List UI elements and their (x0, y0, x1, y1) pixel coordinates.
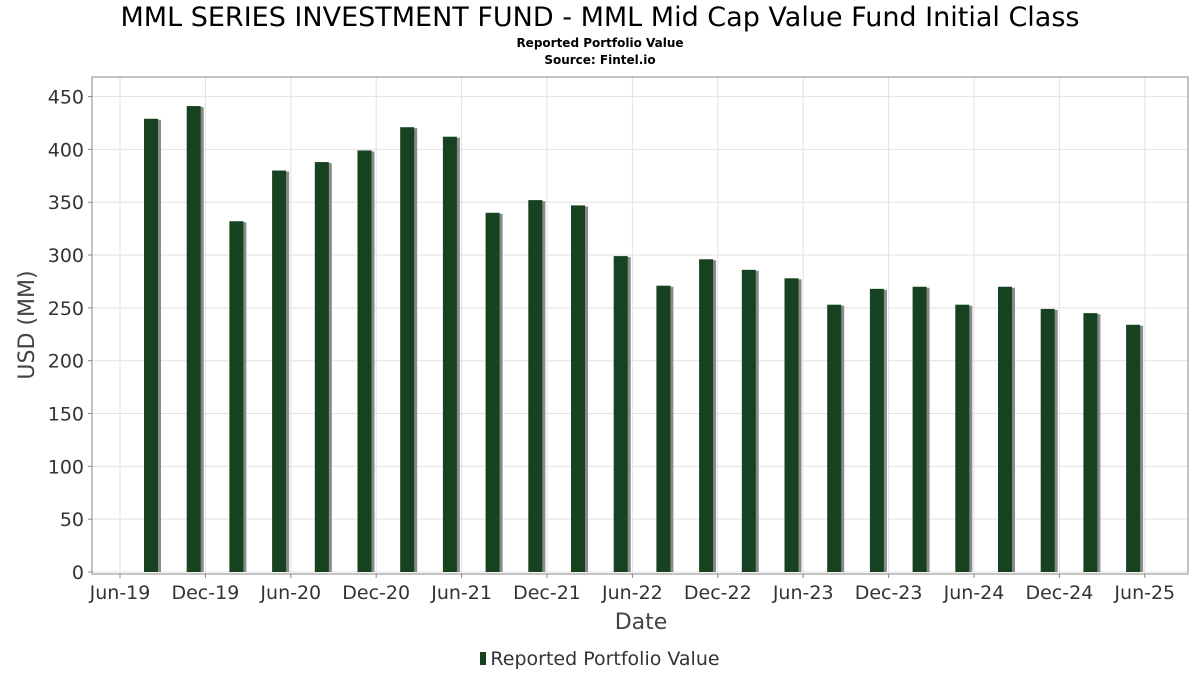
bar (144, 118, 158, 573)
y-tick-label: 50 (60, 509, 84, 531)
bar (784, 278, 799, 572)
bar (656, 285, 671, 572)
bars (144, 106, 1144, 573)
x-tick-label: Jun-22 (601, 582, 663, 604)
legend: Reported Portfolio Value (0, 648, 1200, 670)
bar (442, 136, 457, 572)
bar (314, 162, 329, 572)
y-tick-label: 400 (48, 139, 84, 161)
x-axis-label: Date (615, 610, 668, 635)
bar (1083, 313, 1098, 572)
x-tick-label: Jun-23 (772, 582, 834, 604)
y-tick-label: 150 (48, 404, 84, 426)
x-tick-label: Dec-19 (171, 582, 239, 604)
bar (485, 212, 500, 573)
bar (400, 127, 415, 572)
plot-area (91, 76, 1189, 575)
x-tick-label: Jun-21 (430, 582, 492, 604)
bar (357, 150, 372, 573)
x-tick-label: Dec-24 (1025, 582, 1093, 604)
gridlines (92, 77, 1188, 574)
bar (571, 205, 585, 572)
x-tick-label: Dec-20 (342, 582, 410, 604)
x-tick-label: Dec-22 (684, 582, 752, 604)
bar (955, 304, 970, 572)
chart-source: Source: Fintel.io (544, 53, 656, 67)
chart-title: MML SERIES INVESTMENT FUND - MML Mid Cap… (120, 2, 1080, 33)
y-tick-label: 250 (48, 298, 84, 320)
legend-swatch (480, 652, 487, 665)
x-tick-label: Jun-20 (259, 582, 321, 604)
y-tick-label: 0 (72, 562, 84, 584)
x-tick-label: Jun-19 (89, 582, 151, 604)
y-axis-label: USD (MM) (15, 270, 40, 379)
x-axis: Jun-19 Dec-19 Jun-20 Dec-20 Jun-21 Dec-21 Jun-… (89, 574, 1175, 604)
y-tick-label: 200 (48, 351, 84, 373)
x-tick-label: Dec-21 (513, 582, 581, 604)
bar (912, 286, 927, 572)
bar (741, 269, 756, 572)
bar (869, 288, 884, 572)
bar (827, 304, 842, 572)
legend-label: Reported Portfolio Value (490, 648, 720, 670)
x-tick-label: Dec-23 (855, 582, 923, 604)
y-tick-label: 350 (48, 192, 84, 214)
y-tick-label: 450 (48, 87, 84, 109)
x-tick-label: Jun-24 (943, 582, 1005, 604)
bar (528, 200, 543, 572)
bar (998, 286, 1012, 572)
bar (1040, 308, 1055, 572)
y-tick-label: 100 (48, 456, 84, 478)
chart-subtitle: Reported Portfolio Value (516, 36, 684, 50)
bar (1126, 324, 1141, 572)
bar (229, 221, 244, 572)
bar (613, 256, 628, 572)
y-axis: 0 50 100 150 200 250 300 350 400 450 (48, 87, 92, 584)
bar (186, 106, 201, 572)
x-tick-label: Jun-25 (1113, 582, 1175, 604)
bar (699, 259, 714, 572)
y-tick-label: 300 (48, 245, 84, 267)
bar (272, 170, 287, 573)
